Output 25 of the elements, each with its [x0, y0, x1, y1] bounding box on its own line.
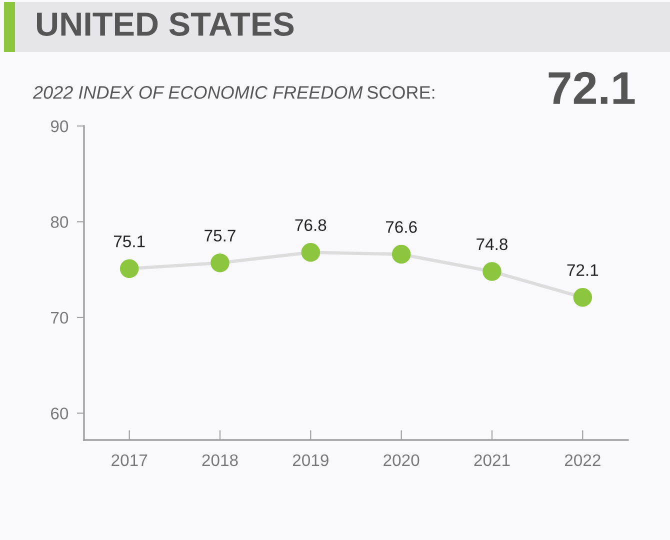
x-tick-label: 2019	[292, 454, 328, 466]
x-tick-label: 2020	[384, 454, 420, 466]
x-tick-label: 2017	[112, 454, 148, 466]
point	[573, 288, 592, 307]
y-tick-label: 90	[50, 120, 68, 132]
y-tick-label: 80	[50, 216, 68, 228]
data-label: 74.8	[476, 238, 508, 250]
x-tick-label: 2021	[474, 454, 510, 466]
data-label: 76.6	[386, 221, 417, 233]
point	[482, 262, 502, 281]
data-label: 75.7	[204, 230, 236, 242]
x-tick-label: 2018	[202, 454, 238, 466]
text: 72.1	[548, 72, 635, 104]
data-label: 72.1	[567, 264, 598, 276]
chart-subtitle: 2022 INDEX OF ECONOMIC FREEDOM SCORE:	[32, 86, 434, 99]
data-label: 75.1	[114, 236, 145, 248]
y-tick-label: 60	[51, 408, 68, 420]
chart-title: UNITED STATES	[37, 12, 294, 36]
point	[301, 242, 320, 262]
point	[120, 259, 139, 278]
point	[210, 254, 230, 272]
point	[392, 244, 411, 264]
data-label: 76.8	[295, 219, 326, 232]
y-tick-label: 70	[51, 312, 68, 324]
x-tick-label: 2022	[564, 454, 600, 466]
